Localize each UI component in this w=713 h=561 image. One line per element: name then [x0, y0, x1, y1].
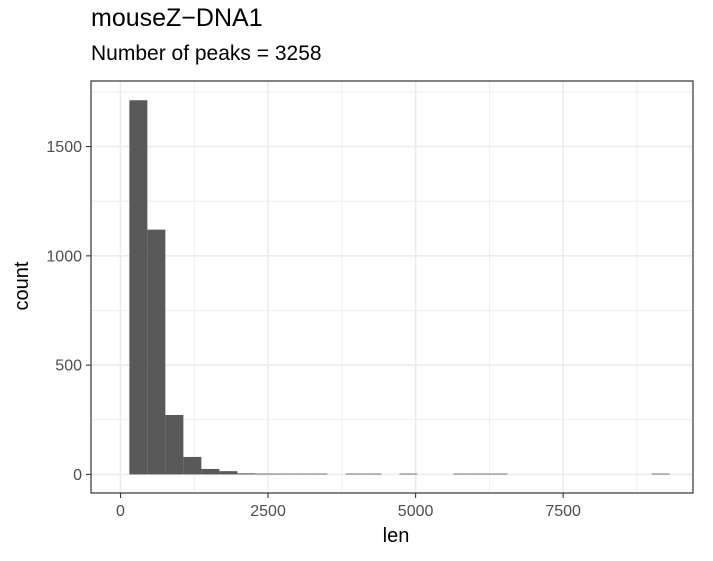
histogram-bar: [237, 473, 256, 475]
histogram-bar: [399, 473, 418, 475]
histogram-bar: [255, 473, 274, 475]
histogram-bar: [651, 473, 670, 475]
x-tick-label: 0: [116, 503, 125, 520]
y-axis: 0 500 1000 1500: [46, 139, 91, 484]
y-tick-label: 0: [73, 467, 82, 484]
minor-gridlines: [91, 81, 693, 493]
y-tick-label: 1500: [46, 139, 82, 156]
histogram-bar: [489, 473, 508, 475]
x-axis: 0 2500 5000 7500: [116, 493, 581, 520]
histogram-bar: [147, 229, 166, 475]
chart-title: mouseZ−DNA1: [91, 4, 263, 32]
x-axis-title: len: [383, 525, 410, 547]
y-tick-label: 1000: [46, 248, 82, 265]
major-gridlines: [91, 81, 693, 493]
histogram-bar: [363, 473, 382, 475]
histogram-bar: [183, 456, 202, 475]
histogram-bar: [291, 473, 310, 475]
histogram-bar: [273, 473, 292, 475]
chart-subtitle: Number of peaks = 3258: [91, 42, 322, 65]
histogram-bar: [201, 468, 220, 475]
histogram-bar: [219, 471, 238, 475]
histogram-bars: [129, 100, 670, 475]
y-axis-title: count: [11, 261, 33, 310]
histogram-bar: [345, 473, 364, 475]
histogram-bar: [309, 473, 328, 475]
histogram-bar: [129, 100, 148, 475]
histogram-bar: [453, 473, 472, 475]
x-tick-label: 5000: [398, 503, 434, 520]
x-tick-label: 2500: [250, 503, 286, 520]
histogram-bar: [165, 414, 184, 475]
panel-border: [90, 80, 694, 494]
y-tick-label: 500: [55, 358, 82, 375]
x-tick-label: 7500: [545, 503, 581, 520]
histogram-bar: [471, 473, 490, 475]
